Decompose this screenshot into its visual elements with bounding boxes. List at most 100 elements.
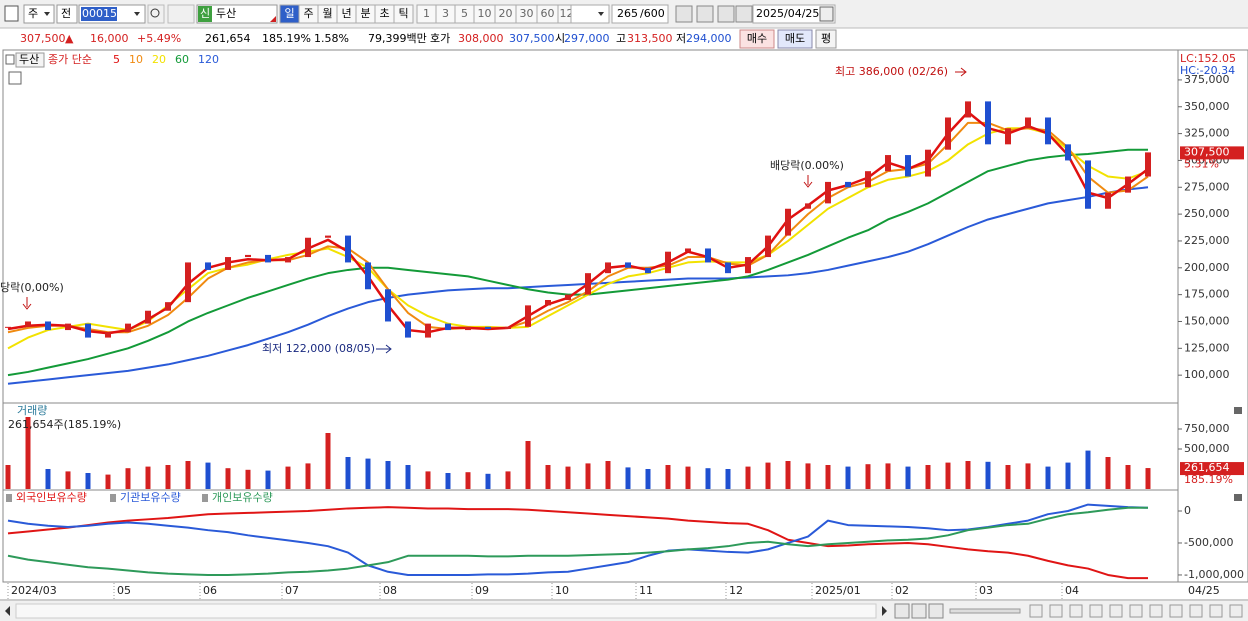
candle (1145, 152, 1151, 177)
interval-label: 주 (303, 7, 313, 20)
volume-bar (25, 417, 31, 489)
scroll-right[interactable] (882, 606, 887, 616)
tool-icon[interactable] (1189, 604, 1203, 618)
date-input[interactable] (752, 4, 836, 24)
y-tick-label: 0 (1184, 504, 1191, 517)
volume-bar (325, 433, 331, 489)
volume-tag (1180, 462, 1244, 476)
tool-icon[interactable] (1149, 604, 1163, 618)
candle (125, 323, 131, 333)
volume-bar (145, 466, 151, 489)
series-line (7, 127, 1149, 350)
calendar-button[interactable] (819, 6, 834, 22)
scroll-track[interactable] (15, 603, 877, 619)
tool-icon[interactable] (675, 5, 693, 23)
candle (85, 323, 91, 338)
tool-icon[interactable] (1169, 604, 1183, 618)
count-input[interactable] (611, 4, 669, 24)
candle (445, 323, 451, 331)
quote-turnover: 1.58% (314, 32, 349, 45)
sound-button[interactable] (167, 4, 195, 24)
playback-button[interactable] (894, 603, 910, 619)
annotation-arrow (376, 344, 392, 354)
name-input[interactable] (196, 4, 278, 24)
series-line (7, 121, 1149, 334)
sell-button[interactable] (777, 29, 813, 49)
candle (745, 257, 751, 274)
avg-button[interactable] (815, 29, 837, 49)
quote-high-label: 고 (616, 32, 626, 45)
dropdown-arrow (134, 12, 140, 16)
volume-bar (745, 466, 751, 489)
volume-bar (545, 465, 551, 489)
candle (985, 101, 991, 145)
tool-icon[interactable] (1069, 604, 1083, 618)
candle (165, 302, 171, 311)
price-tag (1180, 146, 1244, 160)
annotation-arrow (803, 175, 813, 188)
playback-button[interactable] (928, 603, 944, 619)
zoom-slider[interactable] (949, 608, 1021, 614)
volume-bar (85, 473, 91, 489)
interval-button[interactable] (393, 4, 414, 24)
tool-icon[interactable] (1089, 604, 1103, 618)
tool-icon[interactable] (1109, 604, 1123, 618)
buy-button[interactable] (739, 29, 775, 49)
holdings-panel (2, 489, 1179, 583)
series-line (7, 148, 1148, 377)
quote-low: 294,000 (686, 32, 732, 45)
volume-bar (785, 461, 791, 489)
tool-icon[interactable] (735, 5, 753, 23)
tool-icon[interactable] (1049, 604, 1063, 618)
candle (785, 208, 791, 236)
grid-icon[interactable] (8, 71, 22, 85)
blank-select[interactable] (570, 4, 610, 24)
y-tick-label: 175,000 (1184, 288, 1230, 301)
period-select[interactable] (23, 4, 55, 24)
candle (825, 181, 831, 204)
y-tick-label: 275,000 (1184, 180, 1230, 193)
quote-ask: 308,000 (458, 32, 504, 45)
volume-bar (1085, 450, 1091, 489)
interval-label: 틱 (398, 7, 408, 20)
tool-icon[interactable] (1209, 604, 1223, 618)
mode: 전 (61, 7, 71, 20)
tool-icon[interactable] (696, 5, 714, 23)
quote-open-label: 시 (555, 32, 565, 45)
candle (405, 321, 411, 338)
candle (1045, 117, 1051, 145)
search-button[interactable] (147, 4, 165, 24)
interval-label: 년 (341, 7, 351, 20)
candle (485, 326, 491, 329)
volume-bar (105, 474, 111, 489)
tool-icon[interactable] (717, 5, 735, 23)
volume-bar (165, 465, 171, 489)
scroll-left[interactable] (5, 606, 10, 616)
menu-icon[interactable] (4, 5, 19, 22)
volume-bar (905, 466, 911, 489)
tool-icon[interactable] (1229, 604, 1243, 618)
mode-button[interactable] (56, 4, 78, 24)
x-tick-label: 11 (639, 584, 653, 597)
x-tick-label: 2024/03 (11, 584, 57, 597)
volume-bar (1145, 468, 1151, 489)
volume-bar (565, 466, 571, 489)
quote-ask-label: 호가 (430, 32, 450, 45)
volume-bar (825, 465, 831, 489)
candle (945, 117, 951, 150)
minute-label: 3 (442, 7, 449, 20)
playback-button[interactable] (911, 603, 927, 619)
volume-bar (125, 468, 131, 489)
candle (905, 155, 911, 177)
volume-bar (985, 461, 991, 489)
lc-label: LC:152.05 (1180, 52, 1236, 65)
volume-bar (925, 465, 931, 489)
tool-icon[interactable] (1029, 604, 1043, 618)
tool-icon[interactable] (1129, 604, 1143, 618)
candle (245, 254, 251, 258)
annotation: 배당락(0.00%) (770, 159, 844, 172)
volume-bar (625, 467, 631, 489)
volume-bar (1125, 465, 1131, 489)
legend-name-box[interactable] (15, 52, 45, 68)
